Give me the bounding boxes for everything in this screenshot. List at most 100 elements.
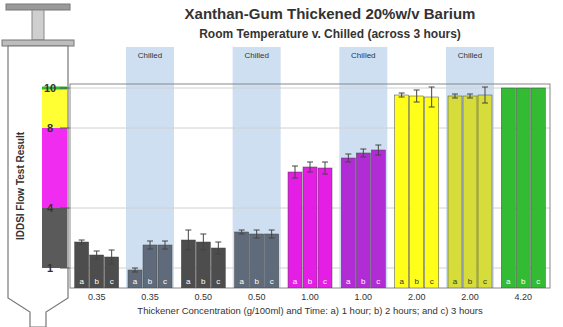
- error-bar: [79, 240, 85, 244]
- error-bar: [185, 230, 191, 250]
- error-stem: [165, 241, 166, 249]
- tick-label: 4: [47, 202, 54, 214]
- error-stem: [241, 230, 242, 234]
- error-cap: [162, 241, 168, 242]
- series-letter: c: [216, 277, 220, 286]
- error-stem: [325, 162, 326, 174]
- bar: [288, 172, 302, 288]
- error-cap: [399, 93, 405, 94]
- error-bar: [269, 230, 275, 238]
- error-stem: [256, 230, 257, 238]
- bar: [501, 88, 515, 288]
- error-cap: [239, 234, 245, 235]
- error-stem: [455, 94, 456, 98]
- error-stem: [188, 230, 189, 250]
- syringe-barrel: [8, 46, 68, 327]
- error-cap: [467, 98, 473, 99]
- error-bar: [399, 93, 405, 97]
- series-letter: a: [293, 277, 298, 286]
- bar: [90, 255, 104, 288]
- bar: [235, 232, 249, 288]
- error-cap: [467, 94, 473, 95]
- syringe-rod: [32, 10, 44, 40]
- tick-mark: [60, 268, 70, 269]
- error-stem: [111, 250, 112, 264]
- error-cap: [269, 238, 275, 239]
- tick-label: 1: [47, 262, 53, 274]
- error-cap: [375, 145, 381, 146]
- error-cap: [307, 162, 313, 163]
- error-bar: [162, 241, 168, 249]
- category-label: 4.20: [515, 292, 533, 302]
- level-band: [42, 88, 67, 128]
- bar: [158, 245, 172, 288]
- error-stem: [310, 162, 311, 172]
- error-cap: [79, 244, 85, 245]
- error-bar: [482, 87, 488, 103]
- category-label: 1.00: [355, 292, 373, 302]
- error-bar: [147, 241, 153, 249]
- error-bar: [414, 90, 420, 102]
- error-cap: [360, 149, 366, 150]
- series-letter: b: [201, 277, 206, 286]
- error-cap: [429, 87, 435, 88]
- error-cap: [109, 264, 115, 265]
- error-bar: [200, 234, 206, 250]
- error-cap: [345, 162, 351, 163]
- series-letter: c: [483, 277, 487, 286]
- bar: [448, 96, 462, 288]
- error-cap: [399, 97, 405, 98]
- error-cap: [345, 154, 351, 155]
- error-stem: [401, 93, 402, 97]
- error-cap: [429, 107, 435, 108]
- bar: [531, 88, 545, 288]
- series-letter: c: [376, 277, 380, 286]
- syringe-flange: [2, 40, 74, 46]
- error-cap: [414, 102, 420, 103]
- error-cap: [254, 230, 260, 231]
- bar: [75, 242, 89, 288]
- error-stem: [96, 251, 97, 259]
- bar: [516, 88, 530, 288]
- category-label: 2.00: [461, 292, 479, 302]
- error-cap: [215, 242, 221, 243]
- error-bar: [375, 145, 381, 155]
- error-cap: [482, 87, 488, 88]
- error-bar: [109, 250, 115, 264]
- series-letter: c: [323, 277, 327, 286]
- error-bar: [360, 149, 366, 157]
- error-stem: [150, 241, 151, 249]
- series-letter: a: [399, 277, 404, 286]
- category-label: 0.35: [141, 292, 159, 302]
- syringe-cap: [6, 4, 70, 10]
- chilled-band: [126, 47, 174, 288]
- error-bar: [132, 268, 138, 272]
- error-cap: [94, 251, 100, 252]
- chilled-band: [339, 47, 387, 288]
- error-cap: [147, 241, 153, 242]
- error-stem: [81, 240, 82, 244]
- error-cap: [200, 234, 206, 235]
- error-cap: [414, 90, 420, 91]
- category-label: 0.50: [195, 292, 213, 302]
- bar: [356, 153, 370, 288]
- bar: [395, 95, 409, 288]
- bar-letters: aaaaaaaaabbbbbbbbbccccccccc: [79, 277, 540, 286]
- error-bar: [452, 94, 458, 98]
- bar: [303, 167, 317, 288]
- error-bar: [345, 154, 351, 162]
- error-cap: [269, 230, 275, 231]
- error-stem: [295, 166, 296, 178]
- series-letter: c: [270, 277, 274, 286]
- error-cap: [254, 238, 260, 239]
- error-stem: [485, 87, 486, 103]
- series-letter: b: [361, 277, 366, 286]
- error-stem: [378, 145, 379, 155]
- error-bar: [307, 162, 313, 172]
- error-stem: [470, 94, 471, 98]
- error-cap: [79, 240, 85, 241]
- error-bar: [292, 166, 298, 178]
- chilled-band: [446, 47, 494, 288]
- error-bar: [429, 87, 435, 107]
- error-cap: [215, 254, 221, 255]
